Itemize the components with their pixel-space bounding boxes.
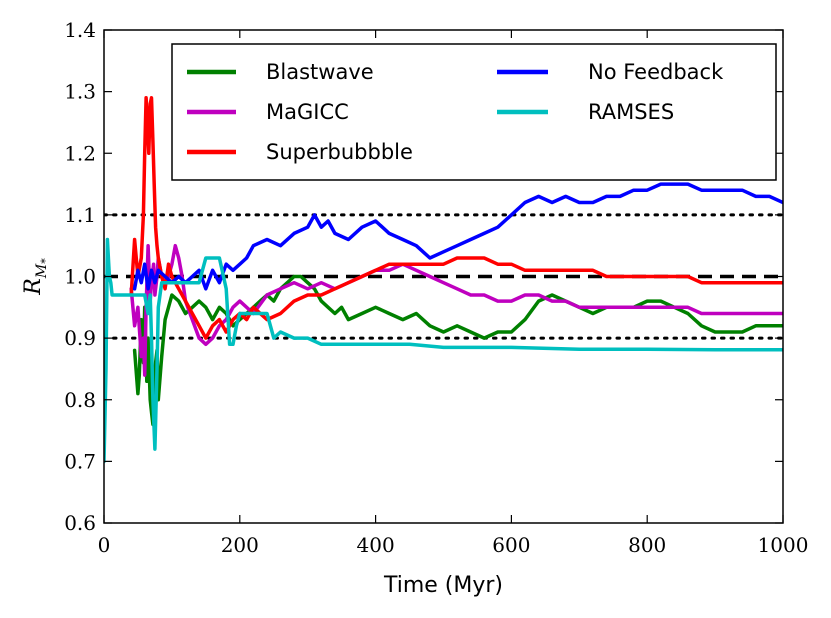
y-tick-label: 0.9: [64, 326, 96, 350]
series-layer: [104, 96, 783, 464]
y-tick-labels: 0.6 0.7 0.8 0.9 1.0 1.1 1.2 1.3 1.4: [64, 18, 96, 535]
y-tick-label: 1.1: [64, 203, 96, 227]
x-tick-label: 0: [98, 533, 111, 557]
x-tick-label: 1000: [758, 533, 809, 557]
x-tick-labels: 0 200 400 600 800 1000: [98, 533, 809, 557]
legend-label-blastwave: Blastwave: [266, 60, 374, 84]
series-line-magicc: [129, 243, 783, 377]
y-tick-label: 0.8: [64, 388, 96, 412]
series-line-superbubbble: [129, 96, 783, 340]
y-tick-label: 1.3: [64, 80, 96, 104]
legend: Blastwave MaGICC Superbubbble No Feedback RA…: [171, 43, 777, 181]
x-tick-label: 200: [221, 533, 259, 557]
y-tick-label: 1.2: [64, 141, 96, 165]
y-tick-label: 0.6: [64, 511, 96, 535]
legend-label-superbubbble: Superbubbble: [266, 140, 413, 164]
y-tick-label: 1.0: [64, 265, 96, 289]
y-tick-label: 1.4: [64, 18, 96, 42]
x-tick-label: 600: [492, 533, 530, 557]
legend-label-no-feedback: No Feedback: [588, 60, 724, 84]
svg-text:RM*: RM*: [21, 258, 52, 296]
legend-box: [171, 43, 777, 181]
axis-ticks: [103, 29, 784, 524]
legend-label-ramses: RAMSES: [588, 100, 674, 124]
legend-label-magicc: MaGICC: [266, 100, 349, 124]
series-line-no-feedback: [132, 182, 783, 291]
x-axis-label: Time (Myr): [383, 573, 503, 598]
y-tick-label: 0.7: [64, 449, 96, 473]
y-axis-label-sub: M: [34, 263, 50, 279]
y-axis-label-main: R: [21, 278, 46, 296]
x-tick-label: 400: [357, 533, 395, 557]
x-tick-label: 800: [628, 533, 666, 557]
series-line-ramses: [104, 237, 783, 464]
y-axis-label: RM*: [21, 258, 52, 296]
y-axis-label-subsub: *: [39, 258, 52, 264]
